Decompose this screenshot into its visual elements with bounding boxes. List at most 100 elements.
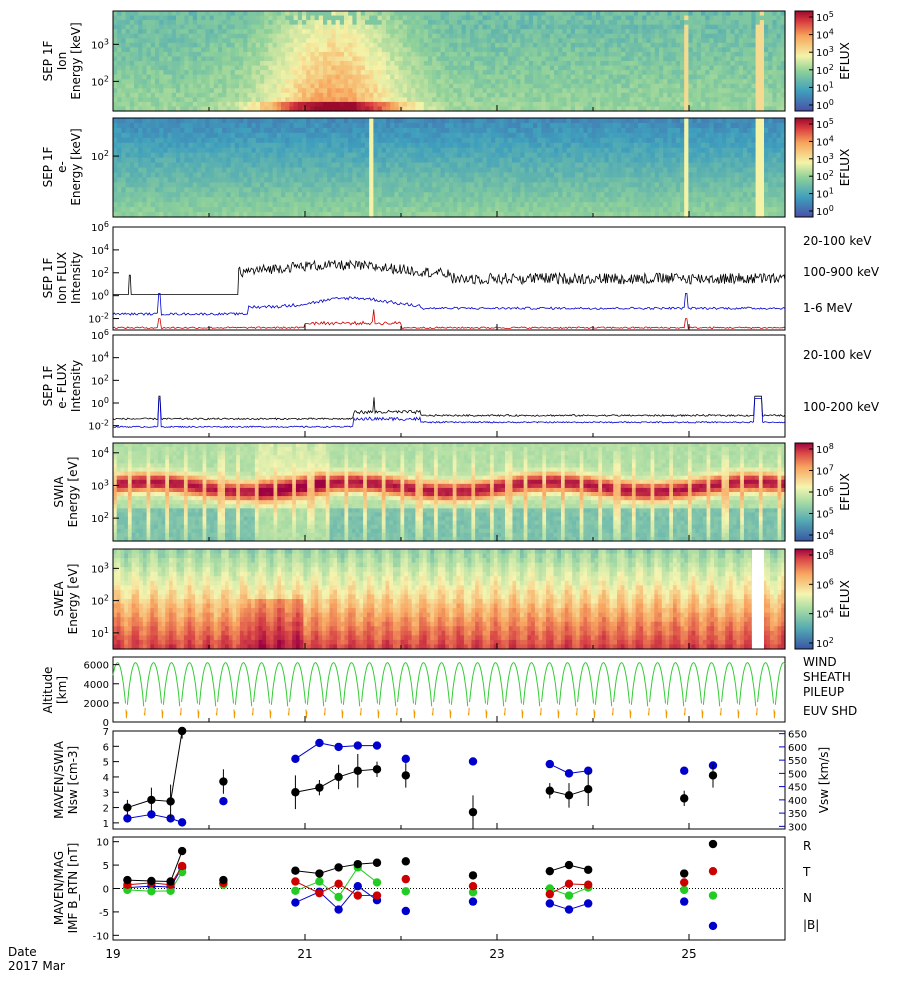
spectrogram-cell (520, 51, 526, 58)
spectrogram-cell (247, 177, 253, 183)
spectrogram-cell (117, 83, 122, 89)
spectrogram-cell (121, 187, 127, 193)
spectrogram-cell (264, 24, 269, 30)
spectrogram-cell (201, 192, 206, 198)
spectrogram-cell (612, 97, 618, 103)
spectrogram-cell (171, 20, 177, 26)
spectrogram-cell (314, 56, 320, 62)
spectrogram-cell (348, 212, 353, 218)
spectrogram-cell (373, 61, 379, 67)
spectrogram-cell (125, 167, 131, 174)
spectrogram-cell (205, 11, 211, 17)
spectrogram-cell (138, 192, 143, 198)
spectrogram-cell (117, 147, 122, 154)
spectrogram-cell (150, 142, 156, 149)
spectrogram-cell (297, 92, 303, 98)
spectrogram-cell (579, 56, 584, 62)
spectrogram-cell (751, 88, 757, 94)
spectrogram-cell (734, 97, 740, 103)
spectrogram-cell (117, 20, 122, 26)
spectrogram-cell (583, 15, 589, 21)
spectrogram-cell (579, 65, 584, 71)
spectrogram-cell (314, 106, 320, 112)
spectrogram-cell (734, 20, 740, 26)
spectrogram-cell (331, 187, 337, 193)
spectrogram-cell (129, 24, 135, 30)
spectrogram-cell (516, 11, 521, 17)
spectrogram-cell (478, 101, 484, 108)
spectrogram-cell (142, 33, 148, 39)
spectrogram-cell (633, 101, 639, 108)
spectrogram-cell (218, 197, 223, 203)
spectrogram-cell (738, 47, 744, 53)
spectrogram-cell (260, 51, 265, 58)
spectrogram-cell (176, 157, 181, 164)
spectrogram-cell (234, 61, 240, 67)
spectrogram-cell (289, 106, 295, 112)
spectrogram-cell (671, 56, 677, 62)
spectrogram-cell (533, 38, 538, 44)
spectrogram-cell (255, 202, 261, 208)
spectrogram-cell (281, 97, 286, 103)
spectrogram-cell (209, 118, 215, 124)
spectrogram-cell (167, 157, 173, 164)
spectrogram-cell (243, 142, 248, 149)
spectrogram-cell (251, 47, 257, 53)
spectrogram-cell (470, 29, 475, 35)
spectrogram-cell (365, 11, 370, 17)
spectrogram-cell (117, 97, 122, 103)
spectrogram-cell (654, 79, 660, 85)
spectrogram-cell (764, 20, 769, 26)
spectrogram-cell (747, 61, 752, 67)
spectrogram-cell (444, 92, 450, 98)
spectrogram-cell (155, 137, 160, 144)
spectrogram-cell (402, 167, 408, 174)
spectrogram-cell (503, 56, 509, 62)
spectrogram-cell (663, 79, 668, 85)
spectrogram-cell (327, 11, 332, 17)
spectrogram-cell (176, 24, 181, 30)
spectrogram-cell (411, 157, 416, 164)
spectrogram-cell (726, 15, 731, 21)
spectrogram-cell (604, 42, 610, 48)
spectrogram-cell (738, 38, 744, 44)
spectrogram-cell (125, 212, 131, 218)
spectrogram-cell (352, 70, 358, 76)
spectrogram-cell (394, 152, 400, 159)
spectrogram-cell (386, 61, 391, 67)
spectrogram-cell (268, 118, 274, 124)
spectrogram-cell (759, 51, 765, 58)
spectrogram-cell (289, 137, 295, 144)
spectrogram-cell (213, 51, 219, 58)
spectrogram-cell (499, 74, 505, 80)
spectrogram-cell (339, 97, 345, 103)
spectrogram-cell (528, 106, 534, 112)
spectrogram-cell (272, 101, 278, 108)
spectrogram-cell (680, 24, 685, 30)
spectrogram-cell (268, 177, 274, 183)
spectrogram-cell (650, 56, 656, 62)
spectrogram-cell (759, 65, 765, 71)
colorbar-tick-label: 102 (816, 63, 834, 77)
spectrogram-cell (281, 106, 286, 112)
spectrogram-cell (612, 56, 618, 62)
spectrogram-cell (507, 33, 513, 39)
spectrogram-cell (432, 106, 437, 112)
spectrogram-cell (423, 42, 429, 48)
spectrogram-cell (239, 162, 244, 169)
spectrogram-cell (373, 11, 379, 17)
spectrogram-cell (776, 83, 782, 89)
spectrogram-cell (503, 38, 509, 44)
spectrogram-cell (755, 70, 761, 76)
spectrogram-cell (642, 101, 647, 108)
spectrogram-cell (234, 79, 240, 85)
spectrogram-cell (176, 142, 181, 149)
spectrogram-cell (335, 167, 341, 174)
spectrogram-cell (230, 51, 236, 58)
spectrogram-cell (121, 20, 127, 26)
spectrogram-cell (218, 15, 223, 21)
spectrogram-cell (356, 20, 362, 26)
spectrogram-cell (365, 92, 370, 98)
spectrogram-cell (575, 15, 580, 21)
spectrogram-cell (234, 118, 240, 124)
